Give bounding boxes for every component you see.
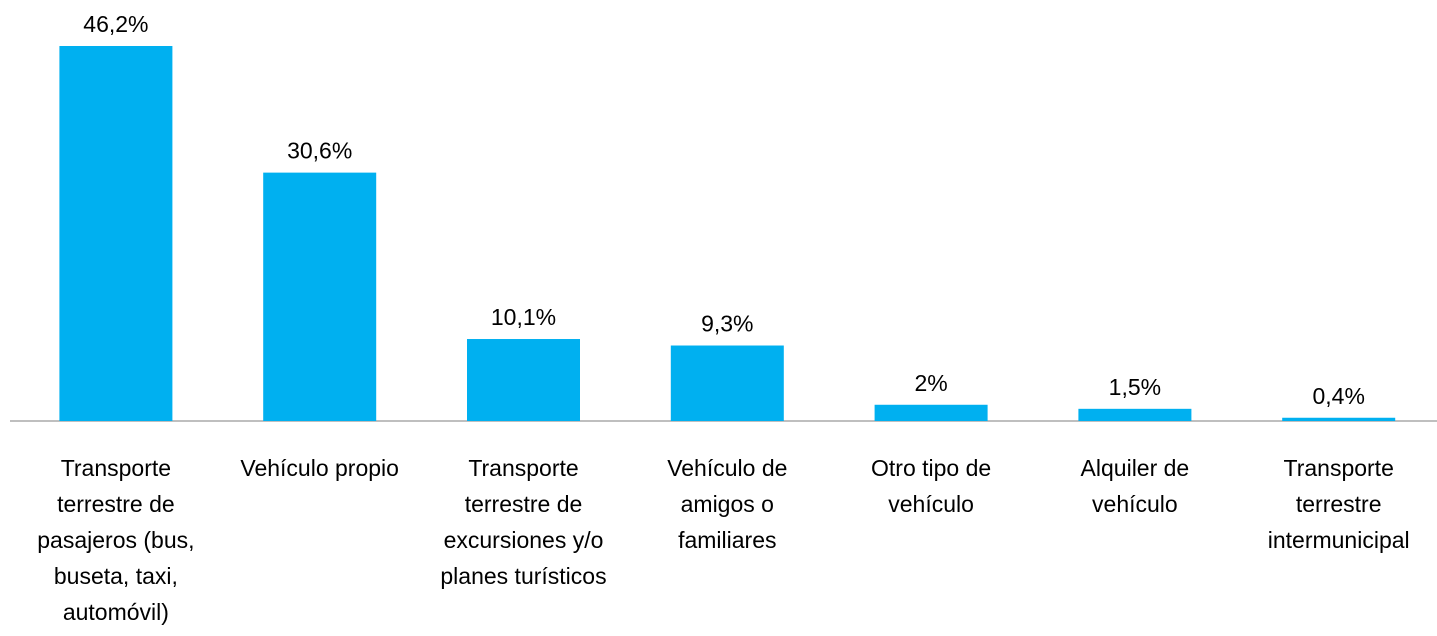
bar [1282, 417, 1396, 421]
data-label: 10,1% [491, 304, 556, 330]
x-tick-label: Vehículo de amigos o familiares [667, 455, 788, 553]
data-label: 9,3% [701, 311, 753, 337]
bar [263, 172, 377, 421]
bar [670, 345, 784, 421]
x-tick-label: Otro tipo de vehículo [871, 455, 992, 517]
bar [1078, 408, 1192, 421]
data-label: 1,5% [1109, 374, 1161, 400]
x-tick-label: Alquiler de vehículo [1080, 455, 1190, 517]
bar [467, 339, 580, 421]
x-tick-label: Transporte terrestre de excursiones y/o … [440, 455, 607, 589]
x-tick-label: Transporte terrestre intermunicipal [1267, 455, 1410, 553]
x-tick-label: Vehículo propio [240, 455, 399, 481]
x-tick-label: Transporte terrestre de pasajeros (bus, … [37, 455, 195, 625]
bar [874, 404, 988, 421]
data-label: 2% [914, 370, 947, 396]
data-label: 0,4% [1312, 383, 1364, 409]
bar [59, 46, 173, 421]
data-label: 46,2% [83, 11, 148, 37]
data-label: 30,6% [287, 138, 352, 164]
